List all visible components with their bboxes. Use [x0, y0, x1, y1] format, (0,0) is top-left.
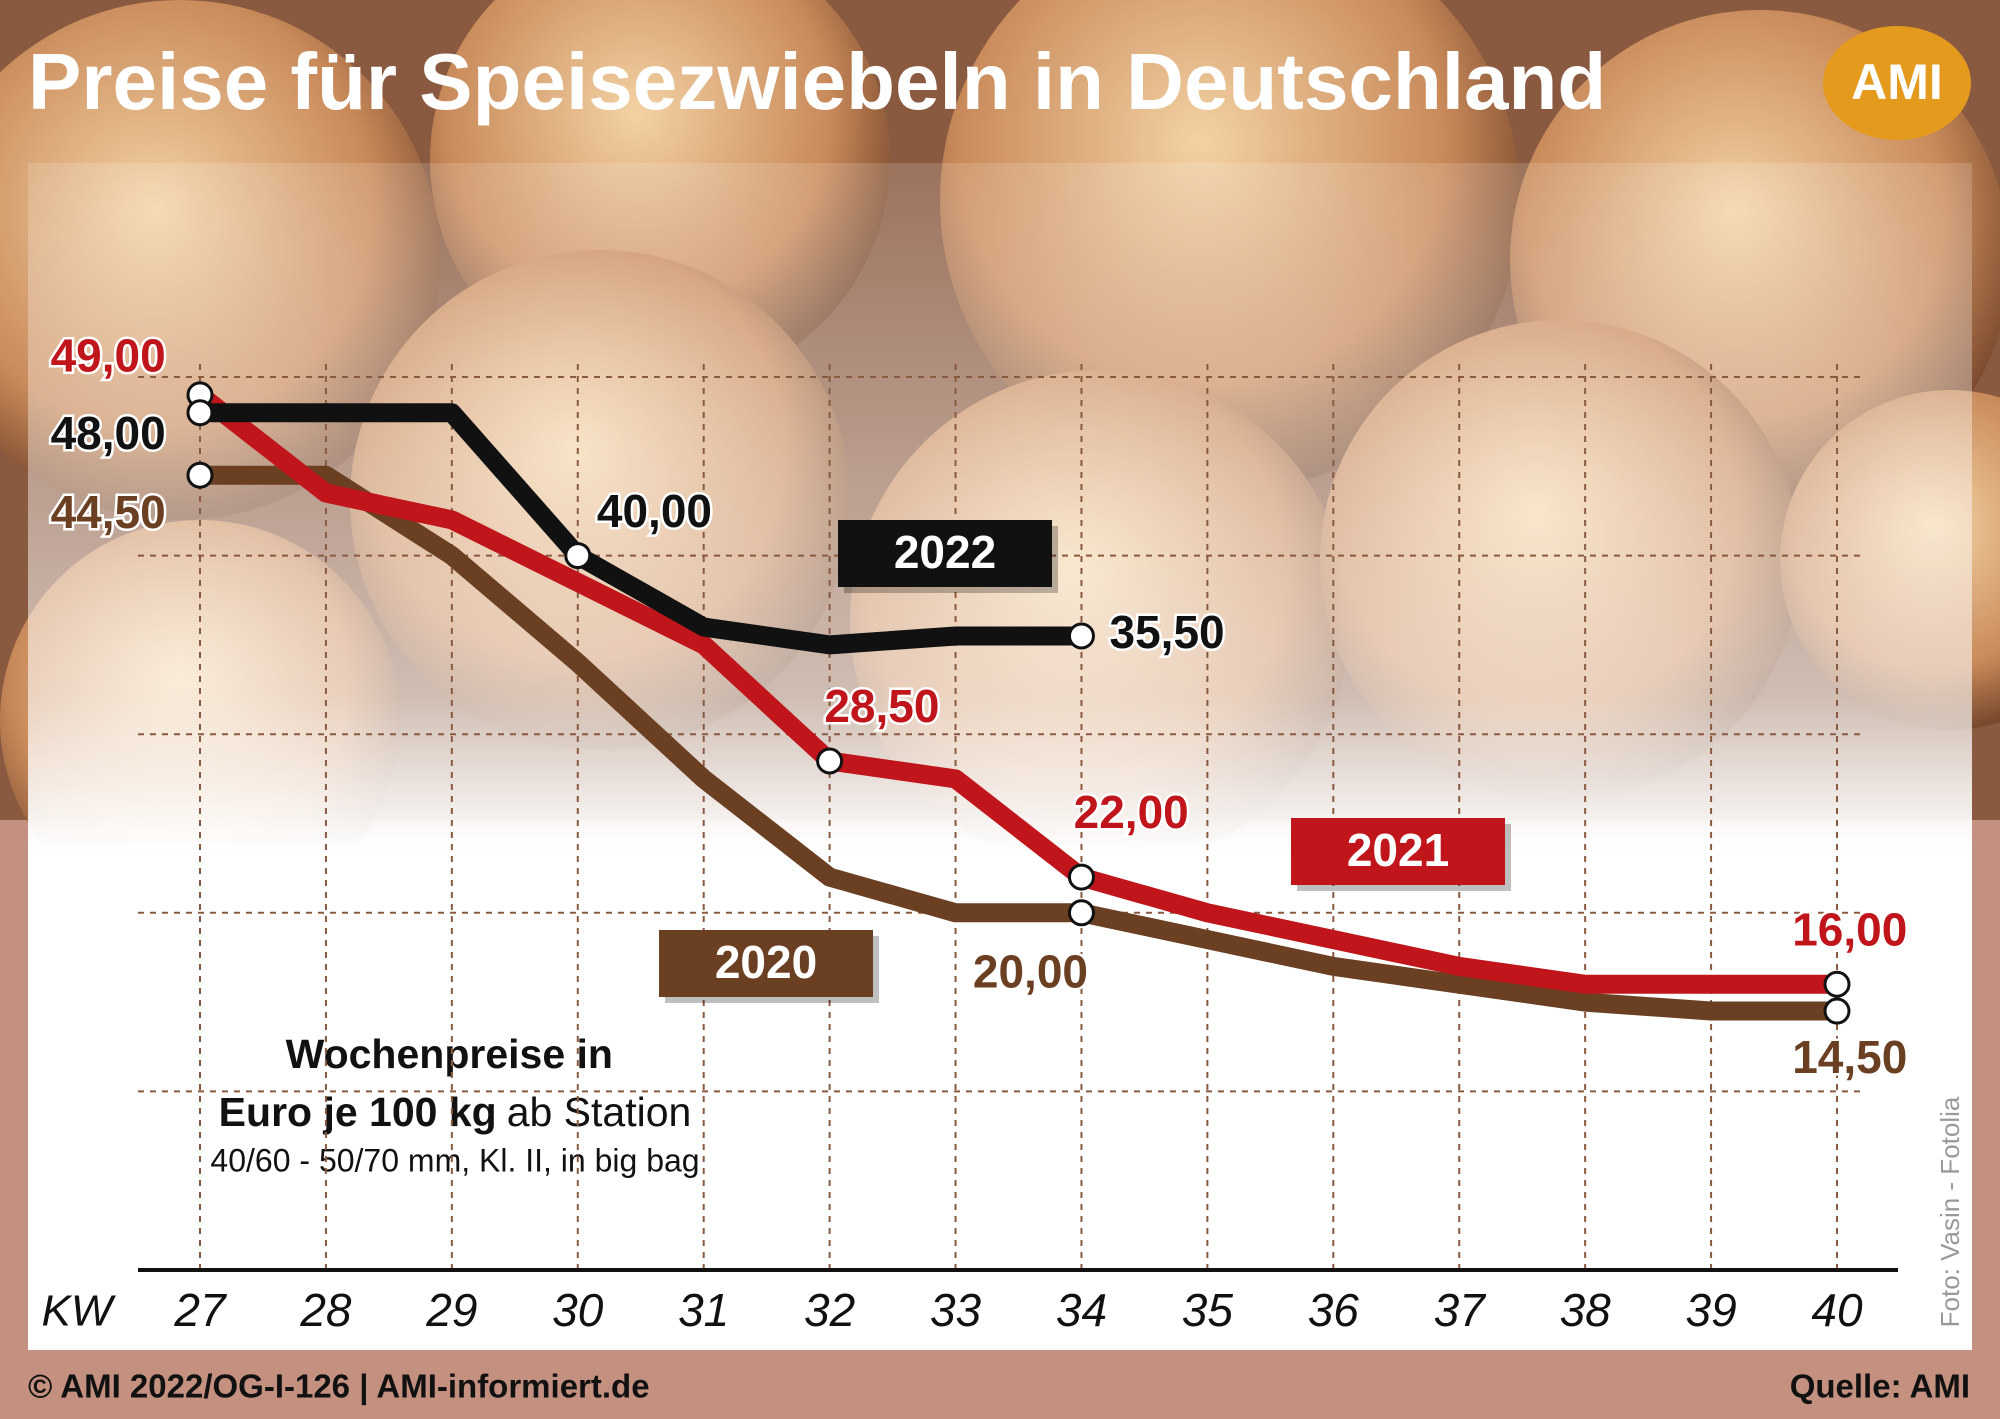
point-marker	[564, 542, 592, 570]
value-label: 48,00	[51, 407, 166, 459]
point-marker	[1067, 899, 1095, 927]
x-tick-label: 35	[1182, 1284, 1234, 1336]
x-tick-label: 38	[1560, 1284, 1612, 1336]
value-label: 28,50	[824, 680, 939, 732]
series-line	[194, 387, 1837, 994]
footer-left: © AMI 2022/OG-I-126 | AMI-informiert.de	[28, 1368, 650, 1405]
legend-box	[838, 520, 1052, 587]
value-label: 35,50	[1110, 606, 1225, 658]
value-label: 22,00	[1074, 786, 1189, 838]
legend-box	[1291, 818, 1505, 885]
point-marker	[1823, 997, 1851, 1025]
value-label: 20,00	[973, 945, 1088, 997]
x-tick-label: 33	[930, 1284, 982, 1336]
logo-badge	[1823, 26, 1971, 140]
photo-credit: Foto: Vasin - Fotolia	[1935, 1096, 1965, 1327]
x-tick-label: 29	[425, 1284, 477, 1336]
note-line: ab Station	[507, 1089, 692, 1135]
point-marker	[816, 747, 844, 775]
point-marker	[186, 461, 214, 489]
value-label: 49,00	[51, 329, 166, 381]
x-tick-label: 27	[173, 1284, 227, 1336]
note-detail: 40/60 - 50/70 mm, Kl. II, in big bag	[210, 1142, 699, 1178]
x-tick-label: 32	[804, 1284, 855, 1336]
x-tick-label: 30	[552, 1284, 604, 1336]
point-marker	[1067, 622, 1095, 650]
point-marker	[1067, 863, 1095, 891]
x-tick-label: 31	[678, 1284, 729, 1336]
point-marker	[186, 399, 214, 427]
x-tick-label: 40	[1811, 1284, 1863, 1336]
plot-panel	[28, 163, 1972, 1350]
x-axis-label: KW	[42, 1287, 116, 1336]
x-tick-label: 28	[299, 1284, 352, 1336]
legend-label: 2020	[715, 936, 817, 988]
legend-label: 2022	[894, 526, 996, 578]
series-line	[200, 403, 1082, 655]
x-tick-label: 37	[1434, 1284, 1487, 1336]
legend-box	[659, 930, 873, 997]
series-layer	[186, 381, 1851, 1025]
note-line: Wochenpreise in	[286, 1031, 613, 1077]
x-tick-label: 39	[1685, 1284, 1736, 1336]
x-tick-label: 34	[1056, 1284, 1107, 1336]
legend-label: 2021	[1347, 824, 1449, 876]
note: Wochenpreise in Euro je 100 kg ab Station	[219, 1031, 692, 1135]
series-line	[200, 465, 1837, 1021]
note-line: Euro je 100 kg	[219, 1089, 497, 1135]
chart-title: Preise für Speisezwiebeln in Deutschland	[28, 37, 1606, 126]
value-label: 14,50	[1792, 1031, 1907, 1083]
logo: AMI	[1851, 54, 1943, 110]
footer-right: Quelle: AMI	[1790, 1368, 1970, 1405]
value-label: 44,50	[51, 486, 166, 538]
x-tick-label: 36	[1308, 1284, 1360, 1336]
value-label: 16,00	[1792, 903, 1907, 955]
point-marker	[1823, 970, 1851, 998]
value-label: 40,00	[597, 485, 712, 537]
